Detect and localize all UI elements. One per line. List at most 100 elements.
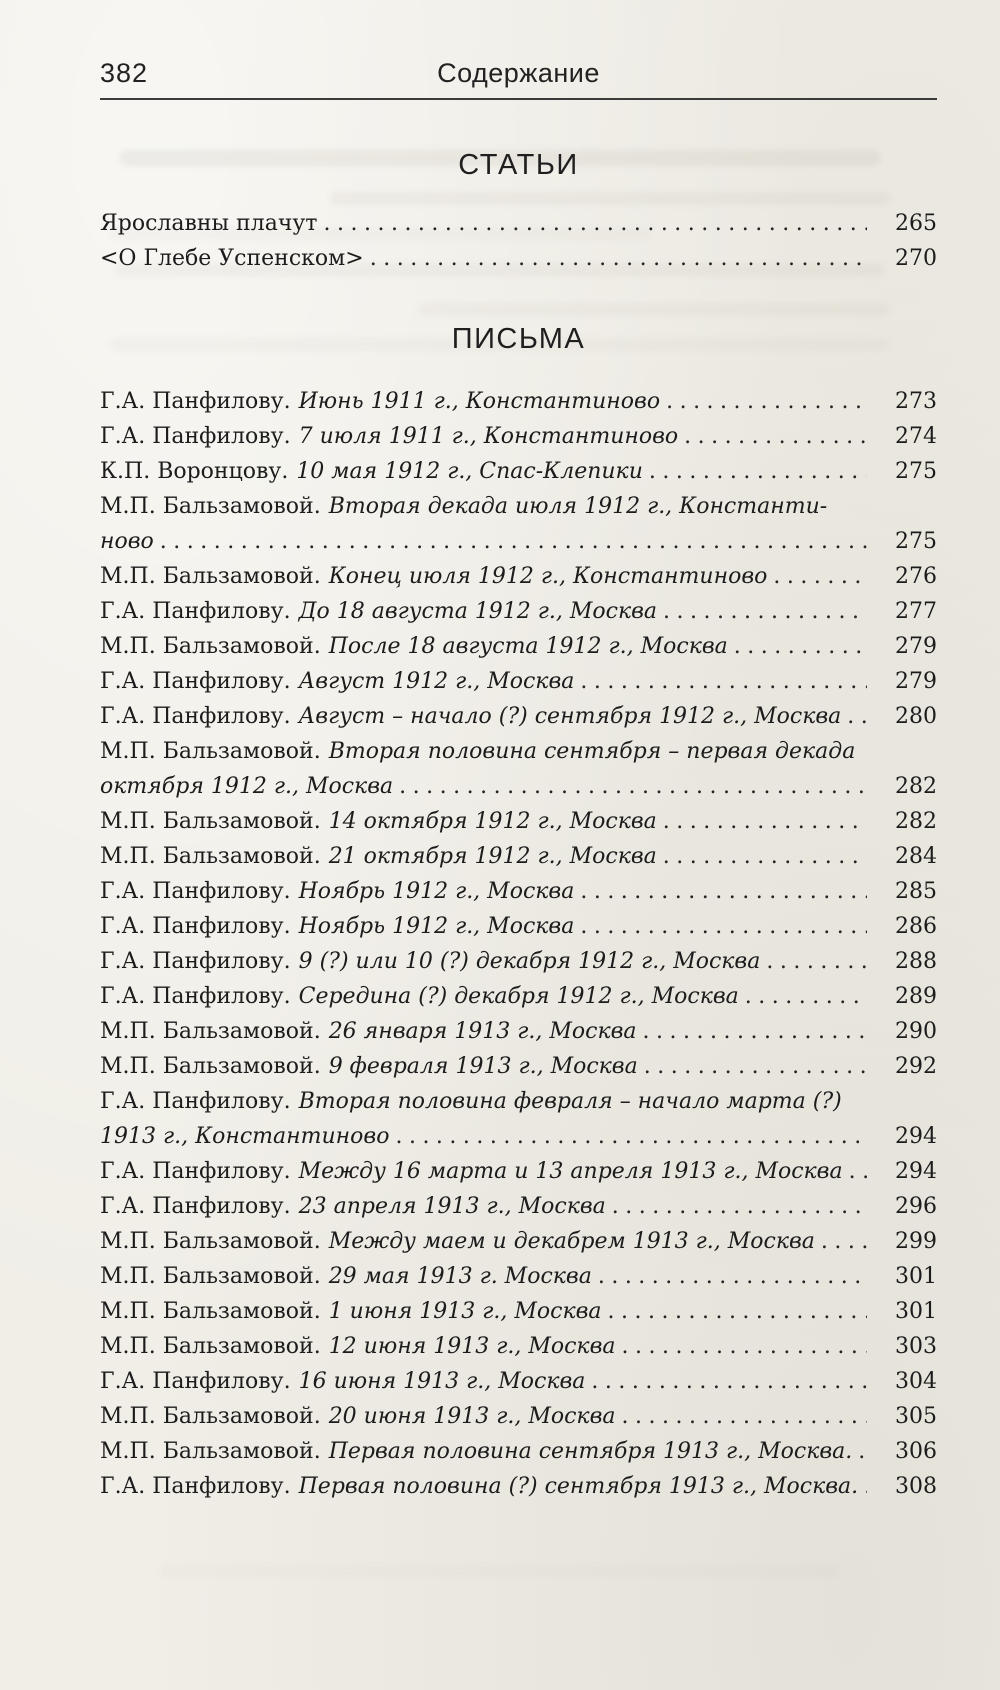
- toc-entry: Г.А. Панфилову. 16 июня 1913 г., Москва 30…: [100, 1364, 937, 1399]
- toc-entry: Г.А. Панфилову. Июнь 1911 г., Константино…: [100, 384, 937, 419]
- toc-entry: Г.А. Панфилову. Ноябрь 1912 г., Москва 285: [100, 874, 937, 909]
- toc-entry: Г.А. Панфилову. 9 (?) или 10 (?) декабря …: [100, 944, 937, 979]
- dot-leader: [847, 699, 867, 734]
- dot-leader: [580, 664, 867, 699]
- toc-entry: Г.А. Панфилову. Вторая половина февраля –…: [100, 1084, 937, 1154]
- toc-entry-detail: Июнь 1911 г., Константиново: [298, 389, 661, 414]
- running-head: 382 Содержание: [100, 56, 937, 90]
- letters-section: ПИСЬМА Г.А. Панфилову. Июнь 1911 г., Конс…: [100, 321, 937, 1504]
- toc-page-number: 296: [895, 1194, 937, 1219]
- toc-entry-name: Г.А. Панфилову.: [100, 704, 291, 729]
- dot-leader: [580, 909, 867, 944]
- toc-entry-name: Г.А. Панфилову.: [100, 599, 291, 624]
- toc-page-number: 294: [895, 1124, 937, 1149]
- toc-entry: М.П. Бальзамовой. Между маем и декабрем 1…: [100, 1224, 937, 1259]
- toc-entry: Г.А. Панфилову. Август 1912 г., Москва 279: [100, 664, 937, 699]
- toc-entry-name: М.П. Бальзамовой.: [100, 844, 321, 869]
- dot-leader: [622, 1399, 868, 1434]
- toc-entry-detail-continued: 1913 г., Константиново: [100, 1124, 390, 1149]
- toc-entry-name: М.П. Бальзамовой.: [100, 1299, 321, 1324]
- toc-page-number: 286: [895, 914, 937, 939]
- dot-leader: [684, 419, 867, 454]
- toc-entry: М.П. Бальзамовой. 20 июня 1913 г., Москва…: [100, 1399, 937, 1434]
- toc-entry-name: Г.А. Панфилову.: [100, 1089, 291, 1114]
- toc-entry-detail: Вторая декада июля 1912 г., Константи-: [328, 494, 828, 519]
- toc-entry: Г.А. Панфилову. Первая половина (?) сентя…: [100, 1469, 937, 1504]
- toc-entry-name: Г.А. Панфилову.: [100, 1159, 291, 1184]
- toc-page-number: 284: [895, 844, 937, 869]
- toc-entry-name: <О Глебе Успенском>: [100, 246, 364, 271]
- header-rule: [100, 98, 937, 100]
- toc-entry: М.П. Бальзамовой. После 18 августа 1912 г…: [100, 629, 937, 664]
- toc-entry-name: Г.А. Панфилову.: [100, 389, 291, 414]
- toc-entry-detail: Вторая половина февраля – начало марта (…: [298, 1089, 842, 1114]
- toc-page-number: 288: [895, 949, 937, 974]
- toc-entry-detail: Август – начало (?) сентября 1912 г., Мо…: [298, 704, 842, 729]
- toc-entry-detail: 26 января 1913 г., Москва: [328, 1019, 637, 1044]
- dot-leader: [864, 1469, 867, 1504]
- toc-entry: К.П. Воронцову. 10 мая 1912 г., Спас-Клеп…: [100, 454, 937, 489]
- toc-page-number: 301: [895, 1299, 937, 1324]
- page-number: 382: [100, 58, 149, 88]
- dot-leader: [323, 206, 867, 241]
- toc-entry-name: Г.А. Панфилову.: [100, 1194, 291, 1219]
- toc-entry-detail: 12 июня 1913 г., Москва: [328, 1334, 616, 1359]
- toc-entry-detail: После 18 августа 1912 г., Москва: [328, 634, 728, 659]
- toc-entry-name: М.П. Бальзамовой.: [100, 1229, 321, 1254]
- letters-list: Г.А. Панфилову. Июнь 1911 г., Константино…: [100, 384, 937, 1504]
- toc-entry-detail: 9 февраля 1913 г., Москва: [328, 1054, 638, 1079]
- dot-leader: [858, 1434, 867, 1469]
- toc-entry-detail: Между маем и декабрем 1913 г., Москва: [328, 1229, 815, 1254]
- dot-leader: [821, 1224, 867, 1259]
- dot-leader: [666, 384, 867, 419]
- toc-entry-detail: 23 апреля 1913 г., Москва: [298, 1194, 606, 1219]
- toc-page-number: 270: [895, 246, 937, 271]
- section-heading-letters: ПИСЬМА: [451, 323, 586, 355]
- dot-leader: [580, 874, 867, 909]
- toc-entry: Г.А. Панфилову. Август – начало (?) сентя…: [100, 699, 937, 734]
- toc-entry: М.П. Бальзамовой. Вторая половина сентябр…: [100, 734, 937, 804]
- toc-entry: Г.А. Панфилову. Ноябрь 1912 г., Москва 286: [100, 909, 937, 944]
- toc-entry-detail: 1 июня 1913 г., Москва: [328, 1299, 602, 1324]
- toc-entry: М.П. Бальзамовой. 1 июня 1913 г., Москва 3…: [100, 1294, 937, 1329]
- toc-entry-name: М.П. Бальзамовой.: [100, 739, 321, 764]
- toc-page-number: 274: [895, 424, 937, 449]
- toc-page-number: 308: [895, 1474, 937, 1499]
- dot-leader: [644, 1049, 867, 1084]
- toc-entry-name: М.П. Бальзамовой.: [100, 1054, 321, 1079]
- toc-entry-detail-continued: октября 1912 г., Москва: [100, 774, 394, 799]
- dot-leader: [612, 1189, 867, 1224]
- toc-page-number: 279: [895, 634, 937, 659]
- toc-entry-detail: 10 мая 1912 г., Спас-Клепики: [296, 459, 643, 484]
- dot-leader: [663, 804, 867, 839]
- toc-page-number: 304: [895, 1369, 937, 1394]
- toc-entry-detail: 16 июня 1913 г., Москва: [298, 1369, 586, 1394]
- dot-leader: [773, 559, 867, 594]
- toc-entry: Г.А. Панфилову. 7 июля 1911 г., Константи…: [100, 419, 937, 454]
- toc-page-number: 290: [895, 1019, 937, 1044]
- dot-leader: [395, 1119, 867, 1154]
- dot-leader: [160, 524, 867, 559]
- toc-entry: М.П. Бальзамовой. 9 февраля 1913 г., Моск…: [100, 1049, 937, 1084]
- dot-leader: [649, 454, 867, 489]
- toc-entry: <О Глебе Успенском> 270: [100, 241, 937, 276]
- dot-leader: [598, 1259, 867, 1294]
- toc-entry-name: Г.А. Панфилову.: [100, 1474, 291, 1499]
- toc-page-number: 275: [895, 529, 937, 554]
- toc-page-number: 303: [895, 1334, 937, 1359]
- toc-page-number: 292: [895, 1054, 937, 1079]
- toc-entry: Г.А. Панфилову. Середина (?) декабря 1912…: [100, 979, 937, 1014]
- toc-page-number: 299: [895, 1229, 937, 1254]
- toc-entry-detail: Август 1912 г., Москва: [298, 669, 575, 694]
- articles-section: СТАТЬИ Ярославны плачут 265 <О Глебе Успен…: [100, 147, 937, 276]
- toc-entry-detail: До 18 августа 1912 г., Москва: [298, 599, 658, 624]
- toc-entry-detail: 7 июля 1911 г., Константиново: [298, 424, 679, 449]
- toc-page-number: 282: [895, 809, 937, 834]
- toc-page-number: 285: [895, 879, 937, 904]
- toc-entry-name: М.П. Бальзамовой.: [100, 1334, 321, 1359]
- dot-leader: [370, 241, 867, 276]
- toc-entry-name: М.П. Бальзамовой.: [100, 494, 321, 519]
- toc-entry-detail: Середина (?) декабря 1912 г., Москва: [298, 984, 739, 1009]
- articles-list: Ярославны плачут 265 <О Глебе Успенском> 27…: [100, 206, 937, 276]
- toc-entry-name: Г.А. Панфилову.: [100, 949, 291, 974]
